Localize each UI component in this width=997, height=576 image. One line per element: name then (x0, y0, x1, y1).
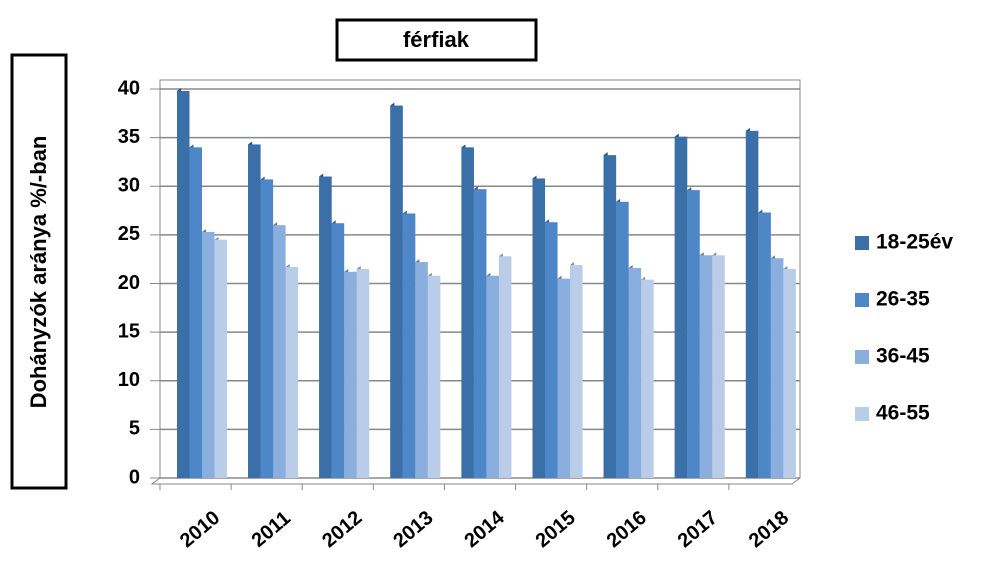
legend-label: 18-25év (876, 231, 953, 254)
legend-swatch (855, 407, 869, 421)
bar (745, 130, 759, 478)
chart-title: férfiak (403, 27, 470, 52)
x-tick-label: 2016 (603, 507, 651, 552)
legend-label: 26-35 (876, 288, 930, 311)
bar (687, 190, 700, 478)
bar (214, 239, 227, 478)
bar (498, 256, 512, 478)
bar (177, 90, 190, 478)
y-tick-label: 30 (118, 175, 140, 197)
bar (427, 275, 441, 478)
bar (699, 255, 713, 478)
bar (344, 271, 357, 478)
legend-swatch (855, 293, 869, 307)
bar (189, 147, 202, 478)
bar (248, 144, 261, 478)
x-tick-label: 2011 (248, 507, 295, 552)
bar (770, 258, 784, 478)
y-label-box (10, 53, 68, 490)
x-tick-label: 2018 (745, 507, 793, 552)
y-axis-label: Dohányzók aránya %/-ban (26, 136, 51, 409)
bar (356, 268, 370, 478)
bar (202, 231, 215, 478)
bar (570, 265, 583, 478)
bar (628, 267, 642, 478)
bar (331, 223, 345, 478)
x-tick-label: 2014 (460, 506, 509, 552)
x-tick-label: 2010 (176, 507, 224, 552)
bar (319, 176, 332, 478)
legend-swatch (855, 236, 869, 250)
bar (616, 201, 629, 478)
legend-swatch (855, 350, 869, 364)
bar (641, 279, 654, 478)
floor (150, 477, 801, 485)
bar (285, 266, 299, 478)
x-tick-label: 2017 (674, 507, 722, 552)
bar (415, 262, 428, 478)
bar (532, 178, 546, 478)
y-tick-label: 5 (129, 418, 140, 440)
bar (674, 136, 688, 478)
x-tick-label: 2012 (318, 507, 366, 552)
bar (273, 225, 286, 478)
bar (603, 155, 617, 478)
legend-label: 46-55 (876, 402, 930, 425)
title-box (335, 18, 538, 62)
legend-label: 36-45 (876, 345, 930, 368)
bar (545, 222, 558, 478)
bar (486, 275, 499, 478)
bar (712, 255, 725, 478)
y-tick-label: 15 (118, 320, 140, 342)
y-tick-label: 20 (118, 272, 140, 294)
x-tick-label: 2015 (532, 507, 580, 552)
x-tick-label: 2013 (389, 507, 437, 552)
bar (390, 105, 403, 478)
bar (783, 268, 796, 478)
bar (473, 189, 487, 479)
y-tick-label: 0 (129, 466, 140, 488)
bar (402, 213, 416, 479)
y-tick-label: 40 (118, 77, 140, 99)
bar (557, 278, 571, 478)
bar (260, 179, 274, 478)
bar (461, 147, 474, 478)
bar (758, 212, 771, 478)
y-tick-label: 35 (118, 126, 140, 148)
y-tick-label: 10 (118, 369, 140, 391)
y-tick-label: 25 (118, 223, 140, 245)
